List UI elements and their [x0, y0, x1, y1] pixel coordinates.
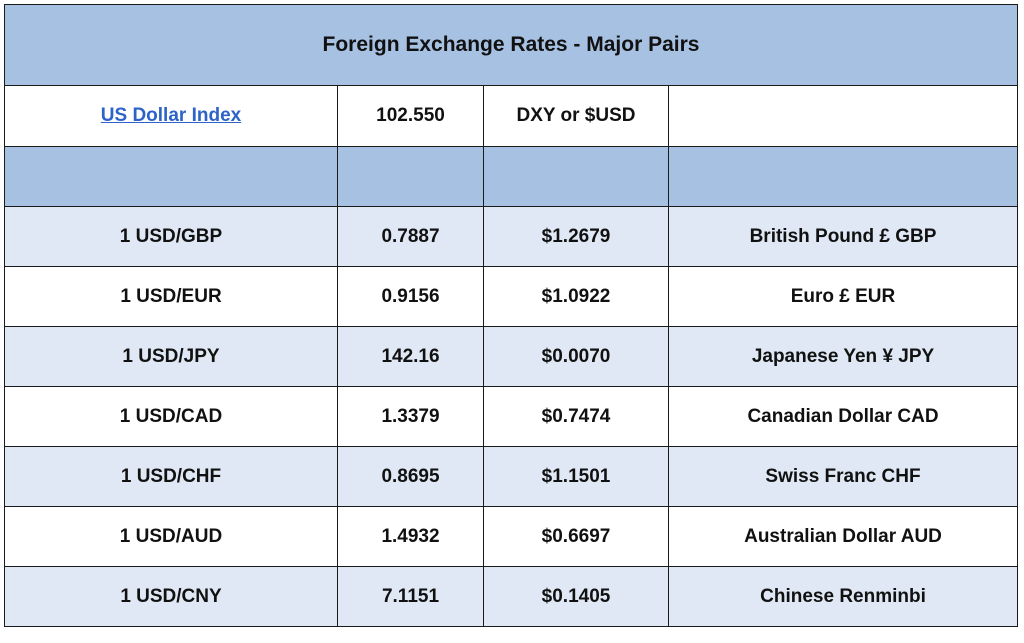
pair-cell: 1 USD/AUD — [4, 506, 338, 567]
pair-cell: 1 USD/CNY — [4, 566, 338, 627]
rate-cell: 0.7887 — [337, 206, 484, 267]
currency-name-cell: Chinese Renminbi — [667, 566, 1019, 627]
table-row: 1 USD/JPY 142.16 $0.0070 Japanese Yen ¥ JPY — [4, 326, 1019, 387]
rate-rows: 1 USD/GBP 0.7887 $1.2679 British Pound £ GB… — [4, 206, 1019, 627]
pair-cell: 1 USD/GBP — [4, 206, 338, 267]
rate-cell: 0.9156 — [337, 266, 484, 327]
pair-cell: 1 USD/JPY — [4, 326, 338, 387]
table-row: 1 USD/CAD 1.3379 $0.7474 Canadian Dollar CA… — [4, 386, 1019, 447]
currency-name-cell: Euro £ EUR — [667, 266, 1019, 327]
rate-cell: 7.1151 — [337, 566, 484, 627]
pair-cell: 1 USD/EUR — [4, 266, 338, 327]
table-row: 1 USD/CHF 0.8695 $1.1501 Swiss Franc CHF — [4, 446, 1019, 507]
dollar-index-row: US Dollar Index 102.550 DXY or $USD — [4, 85, 1019, 147]
usd-value-cell: $0.0070 — [483, 326, 669, 387]
currency-name-cell: Swiss Franc CHF — [667, 446, 1019, 507]
spacer-cell — [483, 146, 669, 207]
table-row: 1 USD/GBP 0.7887 $1.2679 British Pound £ GB… — [4, 206, 1019, 267]
rate-cell: 0.8695 — [337, 446, 484, 507]
currency-name-cell: Canadian Dollar CAD — [667, 386, 1019, 447]
usd-value-cell: $1.0922 — [483, 266, 669, 327]
spacer-cell — [667, 146, 1019, 207]
table-title-row: Foreign Exchange Rates - Major Pairs — [3, 4, 1019, 86]
currency-name-cell: Japanese Yen ¥ JPY — [667, 326, 1019, 387]
table-title: Foreign Exchange Rates - Major Pairs — [3, 4, 1019, 86]
spacer-row — [4, 146, 1019, 207]
exchange-rates-table: Foreign Exchange Rates - Major Pairs US … — [3, 4, 1019, 627]
dollar-index-symbol: DXY or $USD — [483, 85, 669, 147]
table-row: 1 USD/AUD 1.4932 $0.6697 Australian Dollar … — [4, 506, 1019, 567]
table-row: 1 USD/EUR 0.9156 $1.0922 Euro £ EUR — [4, 266, 1019, 327]
spacer-cell — [4, 146, 338, 207]
dollar-index-cell: US Dollar Index — [4, 85, 338, 147]
dollar-index-value: 102.550 — [337, 85, 484, 147]
usd-value-cell: $0.1405 — [483, 566, 669, 627]
currency-name-cell: Australian Dollar AUD — [667, 506, 1019, 567]
rate-cell: 142.16 — [337, 326, 484, 387]
dollar-index-link[interactable]: US Dollar Index — [100, 105, 242, 126]
currency-name-cell: British Pound £ GBP — [667, 206, 1019, 267]
table-row: 1 USD/CNY 7.1151 $0.1405 Chinese Renminbi — [4, 566, 1019, 627]
rate-cell: 1.3379 — [337, 386, 484, 447]
usd-value-cell: $0.7474 — [483, 386, 669, 447]
pair-cell: 1 USD/CHF — [4, 446, 338, 507]
spacer-cell — [337, 146, 484, 207]
usd-value-cell: $1.1501 — [483, 446, 669, 507]
usd-value-cell: $1.2679 — [483, 206, 669, 267]
pair-cell: 1 USD/CAD — [4, 386, 338, 447]
dollar-index-note — [667, 85, 1019, 147]
usd-value-cell: $0.6697 — [483, 506, 669, 567]
rate-cell: 1.4932 — [337, 506, 484, 567]
